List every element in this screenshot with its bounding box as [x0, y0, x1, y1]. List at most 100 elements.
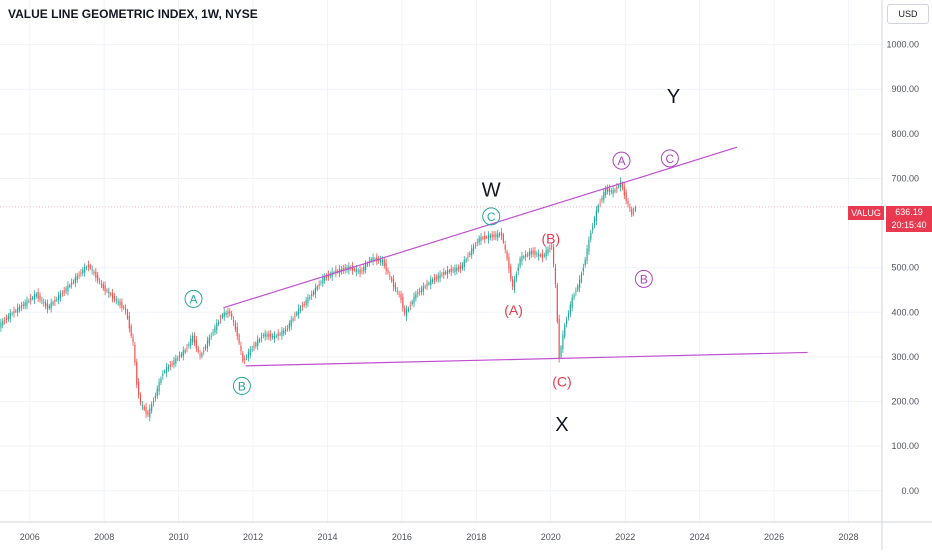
candle-body [130, 325, 132, 336]
candle-body [262, 335, 264, 336]
candle-body [35, 293, 37, 297]
candle-body [582, 267, 584, 272]
candle-body [182, 350, 184, 357]
candle-body [411, 301, 413, 305]
candle-body [91, 269, 93, 271]
candle-body [111, 292, 114, 299]
candle-body [489, 235, 491, 238]
candle-body [195, 339, 197, 349]
x-tick-label: 2024 [690, 532, 710, 542]
candle-body [634, 206, 637, 211]
wave-annotations-layer: W X Y A B C (A) (B) (C) A B C [184, 86, 680, 436]
candle-body [365, 264, 367, 270]
candle-body [363, 266, 365, 272]
candle-body [567, 313, 570, 318]
y-tick-label: 900.00 [891, 84, 919, 94]
candle-body [534, 250, 536, 255]
candle-body [625, 192, 627, 201]
candle-body [288, 323, 290, 329]
last-price-value: 636.19 [895, 207, 923, 217]
candle-body [629, 207, 631, 209]
candle-body [545, 250, 547, 257]
candle-body [184, 350, 186, 353]
candle-body [279, 333, 281, 335]
candle-body [95, 271, 97, 278]
candle-body [398, 293, 400, 295]
candle-body [20, 305, 22, 308]
trend-line [245, 351, 808, 367]
candle-body [186, 347, 188, 349]
candle-body [273, 335, 276, 339]
candle-body [441, 274, 443, 276]
candle-body [379, 259, 382, 263]
candle-body [121, 302, 123, 308]
candle-body [11, 313, 13, 315]
candle-body [467, 256, 469, 258]
candle-body [357, 270, 359, 272]
candle-body [89, 265, 91, 269]
candle-body [281, 330, 283, 336]
candle-body [126, 310, 129, 319]
candle-body [219, 318, 222, 320]
candle-body [190, 338, 192, 346]
candle-body [478, 237, 480, 243]
candle-body [424, 286, 426, 288]
candle-body [359, 269, 361, 274]
candle-body [221, 314, 223, 318]
y-tick-label: 400.00 [891, 307, 919, 317]
candle-body [242, 353, 244, 362]
candle-body [327, 274, 330, 277]
currency-button[interactable]: USD [887, 4, 929, 24]
candle-body [229, 311, 231, 314]
candle-body [312, 291, 315, 295]
candle-body [178, 355, 181, 358]
candle-body [413, 296, 415, 304]
candle-body [400, 293, 402, 300]
candle-body [67, 285, 69, 292]
candle-body [188, 344, 190, 346]
candle-body [285, 329, 287, 332]
candle-body [260, 336, 263, 339]
candle-body [227, 311, 229, 315]
candle-body [44, 302, 47, 307]
candle-body [247, 352, 250, 358]
candle-body [147, 411, 149, 416]
candle-body [59, 293, 62, 299]
candle-body [463, 260, 465, 268]
candle-body [151, 404, 153, 412]
candle-body [396, 290, 398, 292]
candle-body [301, 305, 303, 308]
candle-body [485, 237, 488, 239]
candle-body [605, 188, 607, 195]
candle-body [303, 304, 305, 305]
candle-body [394, 284, 397, 290]
candle-body [337, 270, 339, 272]
trend-lines-layer [0, 146, 882, 367]
candle-body [405, 309, 408, 317]
candle-body [39, 295, 41, 300]
wave-label: (B) [541, 231, 560, 247]
candle-body [175, 358, 177, 364]
candle-body [97, 275, 99, 281]
candle-body [482, 237, 484, 239]
candle-body [15, 310, 17, 312]
candle-body [391, 277, 393, 282]
candle-body [614, 189, 616, 192]
candle-body [167, 366, 169, 370]
candle-body [272, 335, 274, 338]
candle-body [619, 181, 622, 188]
candle-body [309, 297, 311, 299]
candle-body [603, 192, 605, 200]
candle-body [584, 259, 586, 266]
candle-body [206, 340, 209, 348]
candle-body [193, 335, 196, 343]
candle-body [588, 239, 590, 252]
candle-body [601, 197, 603, 201]
y-tick-label: 100.00 [891, 441, 919, 451]
candle-body [580, 273, 583, 282]
candle-body [76, 275, 78, 281]
candle-body [225, 312, 227, 315]
candle-body [145, 406, 147, 414]
